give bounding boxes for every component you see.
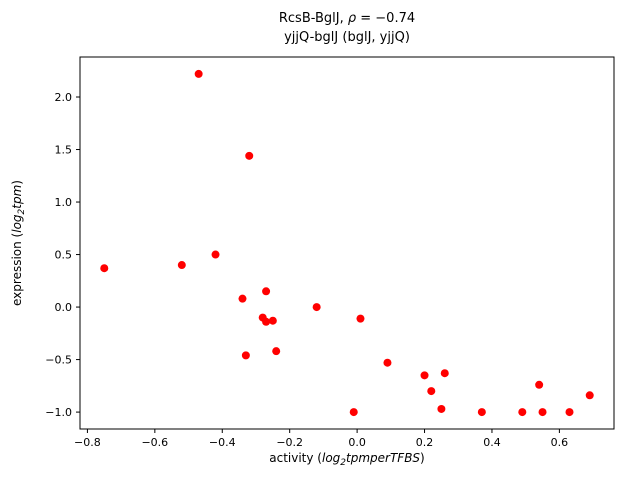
chart-title-line2: yjjQ-bglJ (bglJ, yjjQ) <box>284 30 410 45</box>
data-point <box>535 380 544 389</box>
ylabel-math-rest: tpm <box>10 184 24 209</box>
y-tick-label: 1.0 <box>55 196 73 209</box>
y-tick-label: −1.0 <box>45 406 72 419</box>
y-tick-label: 0.5 <box>55 249 73 262</box>
y-tick-label: 2.0 <box>55 91 73 104</box>
xlabel-math-rest: tpmperTFBS <box>346 451 421 465</box>
data-point <box>437 404 446 413</box>
title-text-pre: RcsB-BglJ, <box>278 11 348 26</box>
xlabel-math: log <box>321 451 341 465</box>
x-tick-label: −0.2 <box>276 436 303 449</box>
y-tick-label: −0.5 <box>45 354 72 367</box>
y-tick-label: 0.0 <box>55 301 73 314</box>
data-point <box>420 371 429 380</box>
axes-box <box>79 56 615 430</box>
data-point <box>268 316 277 325</box>
y-tick-label: 1.5 <box>55 144 73 157</box>
data-point <box>241 351 250 360</box>
x-tick-label: −0.8 <box>74 436 101 449</box>
data-point <box>312 303 321 312</box>
xlabel-subscript: 2 <box>340 458 347 468</box>
y-axis-label: expression (log2tpm) <box>10 180 27 306</box>
x-tick-label: 0.0 <box>348 436 366 449</box>
data-point <box>585 391 594 400</box>
data-point <box>518 408 527 417</box>
ylabel-math: log <box>10 214 24 233</box>
data-point <box>477 408 486 417</box>
x-tick-label: 0.4 <box>483 436 501 449</box>
data-point <box>177 261 186 270</box>
data-point <box>356 314 365 323</box>
x-tick-label: −0.4 <box>209 436 236 449</box>
xlabel-suffix: ) <box>420 451 425 465</box>
data-point <box>194 69 203 78</box>
chart-title-line1: RcsB-BglJ, ρ = −0.74 <box>80 9 614 28</box>
x-tick-label: 0.2 <box>416 436 434 449</box>
data-point <box>211 250 220 259</box>
ylabel-subscript: 2 <box>17 208 27 215</box>
data-point <box>538 408 547 417</box>
data-point <box>262 287 271 296</box>
data-point <box>100 264 109 273</box>
ylabel-suffix: ) <box>10 180 24 185</box>
data-point <box>262 317 271 326</box>
x-tick-label: −0.6 <box>141 436 168 449</box>
data-point <box>272 347 281 356</box>
rho-symbol: ρ <box>347 11 357 26</box>
x-tick-label: 0.6 <box>551 436 569 449</box>
data-point <box>383 358 392 367</box>
ylabel-prefix: expression ( <box>10 232 24 306</box>
data-point <box>245 151 254 160</box>
x-axis-label: activity (log2tpmperTFBS) <box>80 451 614 468</box>
title-text-post: = −0.74 <box>356 11 416 26</box>
data-point <box>565 408 574 417</box>
chart-title: RcsB-BglJ, ρ = −0.74 yjjQ-bglJ (bglJ, yj… <box>80 9 614 47</box>
data-point <box>440 369 449 378</box>
data-point <box>349 408 358 417</box>
xlabel-prefix: activity ( <box>269 451 322 465</box>
data-point <box>238 294 247 303</box>
data-point <box>427 387 436 396</box>
